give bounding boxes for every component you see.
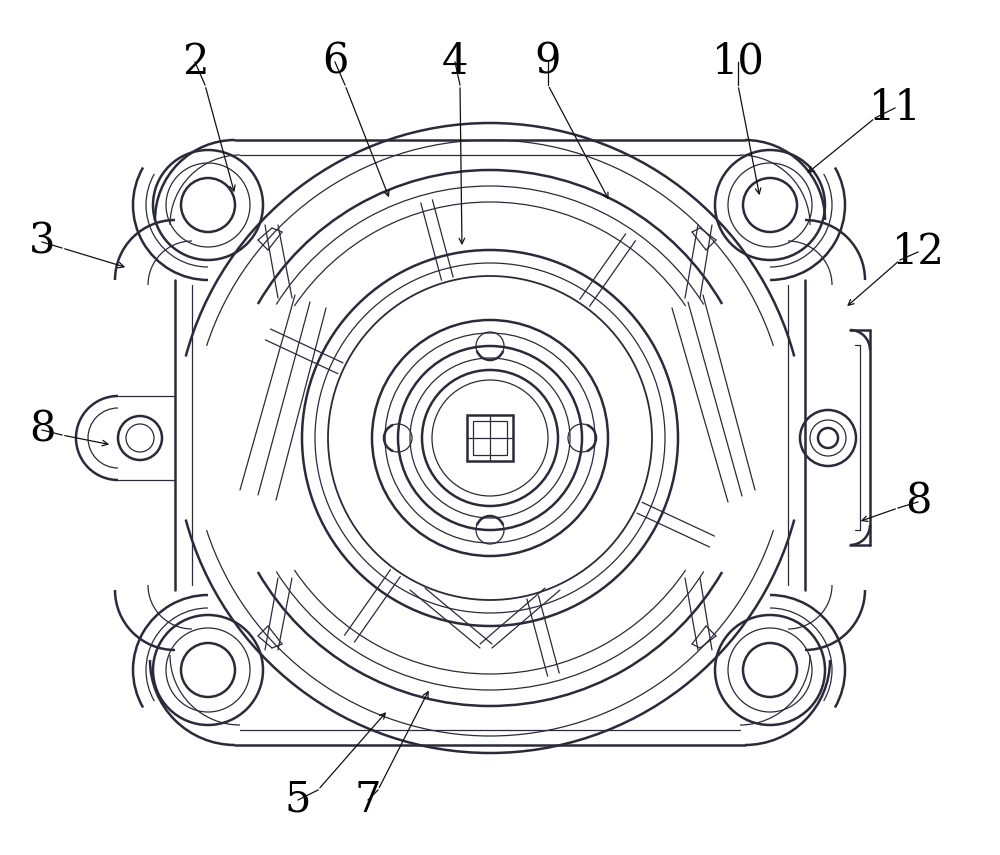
Text: 2: 2 (182, 41, 208, 83)
Bar (473, 422, 507, 455)
Text: 5: 5 (285, 779, 311, 821)
Bar (467, 415, 513, 461)
Text: 8: 8 (905, 481, 931, 523)
Text: 10: 10 (712, 41, 764, 83)
Text: 4: 4 (442, 41, 468, 83)
Text: 6: 6 (322, 41, 348, 83)
Text: 8: 8 (29, 409, 55, 451)
Text: 7: 7 (355, 779, 381, 821)
Text: 9: 9 (535, 41, 561, 83)
Text: 3: 3 (29, 221, 55, 263)
Text: 12: 12 (892, 231, 944, 273)
Text: 11: 11 (869, 87, 921, 129)
